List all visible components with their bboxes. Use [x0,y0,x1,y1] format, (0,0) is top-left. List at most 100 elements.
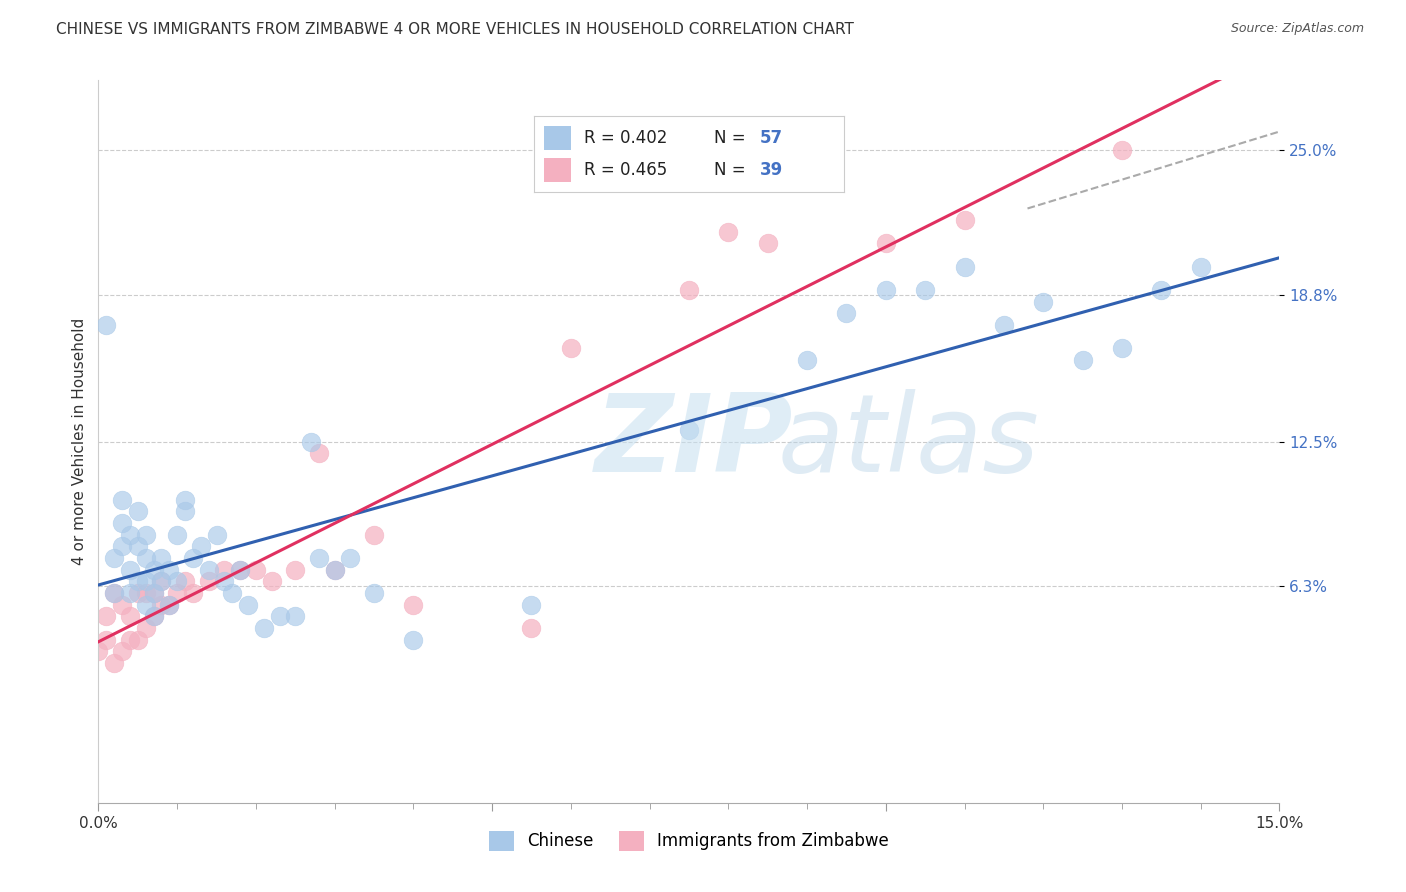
Chinese [953,260,976,274]
Chinese [835,306,858,320]
Chinese [284,609,307,624]
Chinese [678,423,700,437]
Text: R = 0.402: R = 0.402 [583,129,666,147]
Chinese [111,540,134,554]
Chinese [142,563,165,577]
Immigrants from Zimbabwe [308,446,330,460]
Chinese [1032,294,1054,309]
Immigrants from Zimbabwe [214,563,236,577]
Text: CHINESE VS IMMIGRANTS FROM ZIMBABWE 4 OR MORE VEHICLES IN HOUSEHOLD CORRELATION : CHINESE VS IMMIGRANTS FROM ZIMBABWE 4 OR… [56,22,853,37]
Chinese [166,574,188,589]
Immigrants from Zimbabwe [560,341,582,355]
Chinese [118,563,141,577]
Chinese [142,586,165,600]
Chinese [150,551,173,566]
Immigrants from Zimbabwe [402,598,425,612]
Chinese [1150,283,1173,297]
Immigrants from Zimbabwe [118,632,141,647]
Chinese [118,586,141,600]
Text: 39: 39 [761,161,783,178]
Immigrants from Zimbabwe [127,632,149,647]
Immigrants from Zimbabwe [157,598,180,612]
Chinese [190,540,212,554]
Chinese [229,563,252,577]
Chinese [205,528,228,542]
Chinese [96,318,118,332]
Chinese [236,598,259,612]
Chinese [157,598,180,612]
Chinese [103,551,125,566]
Immigrants from Zimbabwe [96,609,118,624]
Immigrants from Zimbabwe [363,528,385,542]
Chinese [520,598,543,612]
Chinese [363,586,385,600]
Immigrants from Zimbabwe [756,236,779,251]
Chinese [127,540,149,554]
Chinese [150,574,173,589]
Immigrants from Zimbabwe [875,236,897,251]
Text: N =: N = [714,161,751,178]
Immigrants from Zimbabwe [135,586,157,600]
Chinese [875,283,897,297]
Text: 57: 57 [761,129,783,147]
Chinese [796,353,818,368]
Immigrants from Zimbabwe [197,574,219,589]
Chinese [157,563,180,577]
Text: R = 0.465: R = 0.465 [583,161,666,178]
Chinese [135,598,157,612]
Chinese [142,609,165,624]
Immigrants from Zimbabwe [174,574,197,589]
Immigrants from Zimbabwe [678,283,700,297]
Chinese [1071,353,1094,368]
Immigrants from Zimbabwe [111,598,134,612]
Immigrants from Zimbabwe [245,563,267,577]
Immigrants from Zimbabwe [118,609,141,624]
Immigrants from Zimbabwe [142,586,165,600]
Chinese [914,283,936,297]
Immigrants from Zimbabwe [166,586,188,600]
Chinese [174,492,197,507]
Y-axis label: 4 or more Vehicles in Household: 4 or more Vehicles in Household [72,318,87,566]
Chinese [103,586,125,600]
Immigrants from Zimbabwe [181,586,204,600]
Chinese [402,632,425,647]
Chinese [174,504,197,518]
Chinese [166,528,188,542]
Chinese [214,574,236,589]
Chinese [135,528,157,542]
Immigrants from Zimbabwe [135,621,157,635]
Text: ZIP: ZIP [595,389,793,494]
Text: N =: N = [714,129,751,147]
Chinese [299,434,322,449]
Immigrants from Zimbabwe [323,563,346,577]
Text: atlas: atlas [778,389,1039,494]
Immigrants from Zimbabwe [150,598,173,612]
Chinese [1189,260,1212,274]
Legend: Chinese, Immigrants from Zimbabwe: Chinese, Immigrants from Zimbabwe [481,822,897,860]
Immigrants from Zimbabwe [284,563,307,577]
Chinese [993,318,1015,332]
Bar [544,158,571,182]
Chinese [197,563,219,577]
Chinese [269,609,291,624]
Immigrants from Zimbabwe [111,644,134,658]
Chinese [111,516,134,530]
Immigrants from Zimbabwe [229,563,252,577]
Chinese [308,551,330,566]
Immigrants from Zimbabwe [96,632,118,647]
Immigrants from Zimbabwe [127,586,149,600]
Immigrants from Zimbabwe [953,213,976,227]
Chinese [253,621,276,635]
Chinese [135,574,157,589]
Chinese [135,551,157,566]
Chinese [221,586,243,600]
Chinese [339,551,361,566]
Immigrants from Zimbabwe [1111,143,1133,157]
Chinese [1111,341,1133,355]
Immigrants from Zimbabwe [717,225,740,239]
Chinese [323,563,346,577]
Immigrants from Zimbabwe [520,621,543,635]
Immigrants from Zimbabwe [103,656,125,670]
Chinese [127,504,149,518]
Chinese [127,574,149,589]
